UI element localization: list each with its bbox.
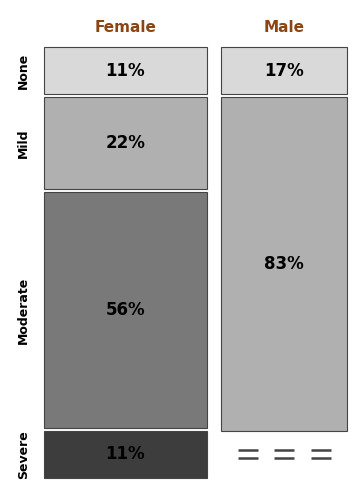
Bar bbox=[44, 431, 207, 478]
Text: Severe: Severe bbox=[17, 430, 30, 478]
Text: Female: Female bbox=[94, 20, 156, 35]
Text: 22%: 22% bbox=[105, 134, 145, 152]
Text: Mild: Mild bbox=[17, 128, 30, 158]
Text: 11%: 11% bbox=[105, 446, 145, 464]
Text: 11%: 11% bbox=[105, 62, 145, 80]
Bar bbox=[44, 97, 207, 190]
Text: 83%: 83% bbox=[264, 255, 304, 273]
Text: None: None bbox=[17, 52, 30, 89]
Text: Moderate: Moderate bbox=[17, 276, 30, 344]
Bar bbox=[44, 192, 207, 428]
Bar bbox=[44, 48, 207, 94]
Bar bbox=[221, 48, 347, 94]
Text: Male: Male bbox=[264, 20, 305, 35]
Text: 17%: 17% bbox=[264, 62, 304, 80]
Bar bbox=[221, 97, 347, 431]
Text: 56%: 56% bbox=[105, 302, 145, 320]
